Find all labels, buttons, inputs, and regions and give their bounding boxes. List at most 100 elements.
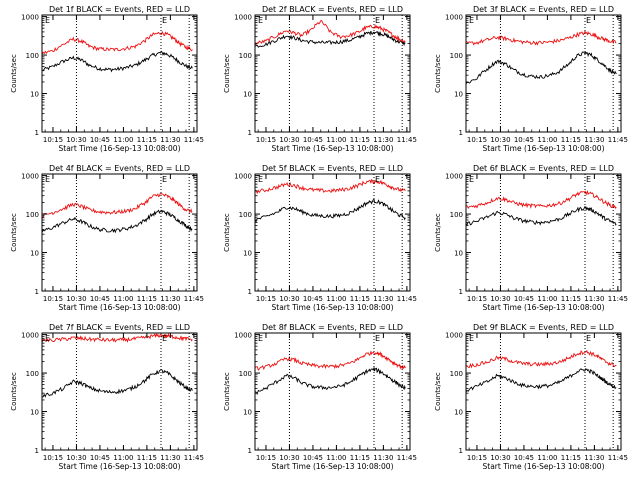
x-tick-label: 11:00 <box>326 295 346 303</box>
marker-label: E <box>469 175 474 184</box>
detector-panel-5: Det 5f BLACK = Events, RED = LLD 1 10 100 10… <box>223 164 417 312</box>
marker-label: E <box>375 16 380 25</box>
marker-label: E <box>45 175 50 184</box>
plot-frame <box>465 14 622 133</box>
marker-label: E <box>586 334 591 343</box>
y-axis-label: Counts/sec <box>10 372 18 411</box>
y-tick-label: 10 <box>243 250 252 258</box>
y-tick-label: 100 <box>239 370 252 378</box>
x-tick-label: 10:30 <box>66 454 86 462</box>
events-series-line <box>42 368 193 398</box>
y-tick-label: 100 <box>450 370 463 378</box>
x-tick-label: 11:45 <box>608 136 628 144</box>
x-tick-label: 10:30 <box>490 295 510 303</box>
events-series-line <box>465 205 617 226</box>
x-tick-label: 11:45 <box>184 454 204 462</box>
y-tick-label: 100 <box>26 370 39 378</box>
x-tick-label: 11:30 <box>373 136 393 144</box>
y-tick-label: 1000 <box>21 173 39 181</box>
marker-label: E <box>45 16 50 25</box>
x-tick-label: 11:15 <box>561 454 581 462</box>
panel-title: Det 6f BLACK = Events, RED = LLD <box>473 164 614 173</box>
panel-title: Det 2f BLACK = Events, RED = LLD <box>262 5 403 14</box>
marker-label: E <box>45 334 50 343</box>
x-tick-label: 10:30 <box>490 136 510 144</box>
lld-series-line <box>466 30 617 46</box>
y-axis-label: Counts/sec <box>434 372 442 411</box>
x-tick-label: 10:30 <box>66 136 86 144</box>
x-axis-label: Start Time (16-Sep-13 10:08:00) <box>272 303 394 312</box>
x-axis-label: Start Time (16-Sep-13 10:08:00) <box>59 144 181 153</box>
y-tick-label: 10 <box>30 91 39 99</box>
x-tick-label: 11:15 <box>137 454 157 462</box>
detector-panel-6: Det 6f BLACK = Events, RED = LLD 1 10 100 10… <box>434 164 628 312</box>
y-tick-label: 1 <box>459 447 463 455</box>
events-series-line <box>254 366 406 395</box>
events-series-line <box>465 51 617 84</box>
x-axis-label: Start Time (16-Sep-13 10:08:00) <box>483 303 605 312</box>
x-tick-label: 10:45 <box>303 295 323 303</box>
y-tick-label: 100 <box>450 52 463 60</box>
x-axis-label: Start Time (16-Sep-13 10:08:00) <box>272 462 394 471</box>
x-tick-label: 11:00 <box>113 295 133 303</box>
y-tick-label: 10 <box>243 91 252 99</box>
y-axis-label: Counts/sec <box>10 213 18 252</box>
x-tick-label: 10:45 <box>90 136 110 144</box>
y-tick-label: 100 <box>26 211 39 219</box>
x-tick-label: 10:45 <box>90 295 110 303</box>
y-tick-label: 10 <box>454 91 463 99</box>
detector-panel-9: Det 9f BLACK = Events, RED = LLD 1 10 100 10… <box>434 323 628 471</box>
y-tick-label: 100 <box>239 211 252 219</box>
marker-label: E <box>375 334 380 343</box>
panel-title: Det 4f BLACK = Events, RED = LLD <box>49 164 190 173</box>
marker-label: E <box>258 16 263 25</box>
x-tick-label: 11:30 <box>584 295 604 303</box>
marker-label: E <box>162 16 167 25</box>
panel-title: Det 3f BLACK = Events, RED = LLD <box>473 5 614 14</box>
x-tick-label: 11:45 <box>184 136 204 144</box>
y-tick-label: 1000 <box>234 332 252 340</box>
x-tick-label: 10:30 <box>279 454 299 462</box>
x-tick-label: 11:00 <box>537 454 557 462</box>
y-tick-label: 10 <box>30 250 39 258</box>
lld-series-line <box>254 351 406 371</box>
lld-series-line <box>465 190 617 210</box>
y-tick-label: 100 <box>26 52 39 60</box>
plot-frame <box>465 332 622 451</box>
y-tick-label: 1 <box>248 447 252 455</box>
plot-frame <box>254 173 411 292</box>
y-tick-label: 1 <box>35 447 39 455</box>
detector-panel-7: Det 7f BLACK = Events, RED = LLD 1 10 100 10… <box>10 323 204 471</box>
x-tick-label: 10:45 <box>514 454 534 462</box>
marker-label: E <box>258 175 263 184</box>
lld-series-line <box>41 30 193 55</box>
x-tick-label: 11:15 <box>561 136 581 144</box>
x-tick-label: 11:15 <box>137 295 157 303</box>
y-tick-label: 1 <box>35 288 39 296</box>
events-series-line <box>41 209 193 234</box>
plot-frame <box>41 173 198 292</box>
plot-frame <box>254 332 411 451</box>
y-tick-label: 1000 <box>445 173 463 181</box>
lld-series-line <box>41 192 193 218</box>
x-tick-label: 10:15 <box>43 136 63 144</box>
panel-title: Det 1f BLACK = Events, RED = LLD <box>49 5 190 14</box>
x-axis-label: Start Time (16-Sep-13 10:08:00) <box>59 303 181 312</box>
detector-panel-1: Det 1f BLACK = Events, RED = LLD 1 10 100 10… <box>10 5 204 153</box>
x-tick-label: 11:00 <box>326 454 346 462</box>
plot-frame <box>41 14 198 133</box>
y-tick-label: 1000 <box>234 14 252 22</box>
y-tick-label: 100 <box>239 52 252 60</box>
plot-frame <box>254 14 411 133</box>
x-tick-label: 11:15 <box>561 295 581 303</box>
x-tick-label: 11:15 <box>350 295 370 303</box>
x-tick-label: 10:15 <box>256 454 276 462</box>
x-tick-label: 10:45 <box>514 136 534 144</box>
events-series-line <box>254 198 406 223</box>
x-tick-label: 11:30 <box>160 295 180 303</box>
y-tick-label: 1 <box>459 288 463 296</box>
x-tick-label: 10:15 <box>467 136 487 144</box>
marker-label: E <box>586 175 591 184</box>
x-tick-label: 11:30 <box>584 136 604 144</box>
